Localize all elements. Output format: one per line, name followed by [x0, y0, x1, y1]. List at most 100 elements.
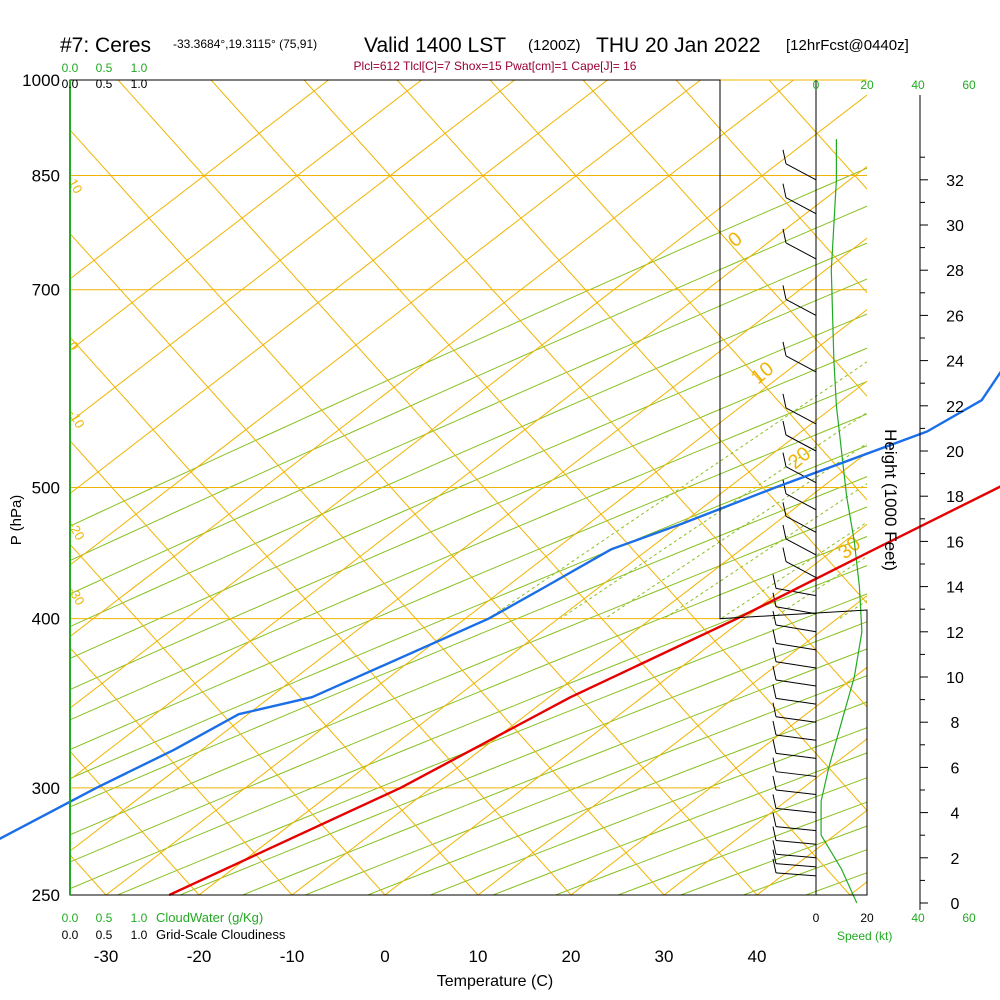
- wind-barb-shaft: [785, 298, 817, 316]
- dewpoint-trace: [0, 370, 1000, 840]
- speed-axis-title: Speed (kt): [837, 929, 892, 943]
- wind-barb-shaft: [785, 407, 817, 425]
- dry-adiabat-line: [616, 801, 867, 895]
- height-axis-title: Height (1000 Feet): [881, 429, 900, 571]
- isotherm-line: [70, 165, 867, 781]
- lattice-line: [117, 80, 851, 895]
- wind-barb-shaft: [775, 661, 817, 669]
- dry-adiabat-line: [70, 380, 867, 721]
- height-tick-label: 22: [946, 399, 964, 416]
- lattice-line: [70, 647, 293, 895]
- wind-barb-shaft: [775, 853, 817, 859]
- temperature-tick-label: 10: [469, 947, 488, 966]
- wind-barb: [772, 629, 817, 651]
- pressure-tick-label: 500: [32, 479, 60, 498]
- cloudwater-tick-bottom: 1.0: [131, 911, 148, 925]
- wind-barb: [772, 812, 817, 832]
- dry-adiabat-line: [70, 445, 867, 780]
- wind-barb: [782, 285, 817, 316]
- dry-adiabat-line: [70, 313, 867, 659]
- cloudwater-tick-top: 1.0: [131, 61, 148, 75]
- temperature-tick-label: 20: [562, 947, 581, 966]
- wind-barb-feather: [782, 452, 787, 467]
- wind-barb-shaft: [775, 642, 817, 651]
- wind-barb-shaft: [775, 872, 817, 877]
- pressure-tick-label: 1000: [22, 71, 60, 90]
- height-tick-label: 30: [946, 218, 964, 235]
- wind-barb: [782, 452, 817, 484]
- wind-barb-shaft: [785, 515, 817, 533]
- wind-barb: [782, 228, 817, 260]
- wind-barb: [782, 341, 817, 373]
- height-tick-label: 8: [951, 715, 960, 732]
- wind-barb: [782, 479, 817, 511]
- isotherm-label-left: 10: [65, 176, 85, 196]
- wind-barb: [782, 502, 817, 533]
- dry-adiabat-line: [178, 621, 867, 895]
- cloudiness-title: Grid-Scale Cloudiness: [156, 927, 286, 942]
- wind-barb-shaft: [775, 734, 817, 741]
- wind-barb-feather: [772, 684, 777, 699]
- wind-barb-feather: [772, 858, 777, 873]
- lattice-line: [0, 0, 13, 895]
- isotherm-line: [70, 94, 867, 709]
- pressure-tick-label: 850: [32, 167, 60, 186]
- dry-adiabat-line: [70, 476, 867, 808]
- wind-barb-feather: [782, 524, 787, 540]
- cloudiness-tick-bottom: 0.0: [62, 928, 79, 942]
- isotherm-line: [70, 80, 608, 495]
- wind-barb: [782, 183, 817, 215]
- wind-barb-feather: [772, 812, 777, 827]
- valid-date: THU 20 Jan 2022: [596, 34, 761, 57]
- speed-tick-bottom: 40: [911, 911, 925, 925]
- wind-barb-feather: [772, 739, 777, 754]
- wind-barb-shaft: [775, 587, 817, 597]
- wind-barb-feather: [782, 502, 787, 517]
- wind-barb: [772, 858, 817, 877]
- wind-barb: [772, 757, 817, 777]
- isotherm-line: [291, 452, 867, 895]
- height-tick-label: 28: [946, 263, 964, 280]
- lattice-line: [70, 232, 665, 895]
- wind-barb-feather: [772, 574, 777, 589]
- wind-barb: [782, 524, 817, 556]
- wind-barb-feather: [782, 547, 787, 562]
- wind-barb-shaft: [785, 538, 817, 556]
- wind-barb: [782, 420, 817, 452]
- isotherm-line: [570, 666, 867, 895]
- cloudwater-tick-bottom: 0.0: [62, 911, 79, 925]
- isotherm-line: [70, 80, 515, 423]
- wind-barb-shaft: [775, 807, 817, 814]
- temperature-tick-label: -30: [94, 947, 119, 966]
- wind-barb: [772, 775, 817, 796]
- height-tick-label: 32: [946, 173, 964, 190]
- wind-barb-shaft: [775, 624, 817, 633]
- wind-barb-shaft: [785, 163, 817, 181]
- wind-barb-shaft: [775, 863, 817, 868]
- lattice-line: [675, 80, 867, 294]
- wind-barb: [772, 610, 817, 633]
- wind-barb-feather: [782, 183, 787, 198]
- wind-barb: [782, 149, 817, 181]
- isotherm-line: [384, 523, 867, 895]
- lattice-line: [70, 543, 386, 895]
- zulu-time: (1200Z): [528, 37, 581, 54]
- station-coords: -33.3684°,19.3115° (75,91): [173, 37, 317, 51]
- isotherm-line: [105, 308, 867, 895]
- lattice-line: [768, 80, 867, 190]
- height-tick-label: 24: [946, 354, 964, 371]
- wind-barb-feather: [782, 393, 787, 408]
- isotherm-line: [70, 80, 701, 566]
- wind-barb-shaft: [775, 716, 817, 723]
- wind-barb-shaft: [775, 679, 817, 687]
- wind-barb-feather: [782, 420, 787, 436]
- cloudwater-title: CloudWater (g/Kg): [156, 910, 263, 925]
- wind-barb: [772, 826, 817, 845]
- wind-barb-feather: [782, 285, 787, 300]
- wind-barb: [772, 849, 817, 868]
- wind-barb-feather: [772, 849, 777, 864]
- mixing-ratio-line: [560, 411, 867, 620]
- isotherm-line: [477, 595, 867, 895]
